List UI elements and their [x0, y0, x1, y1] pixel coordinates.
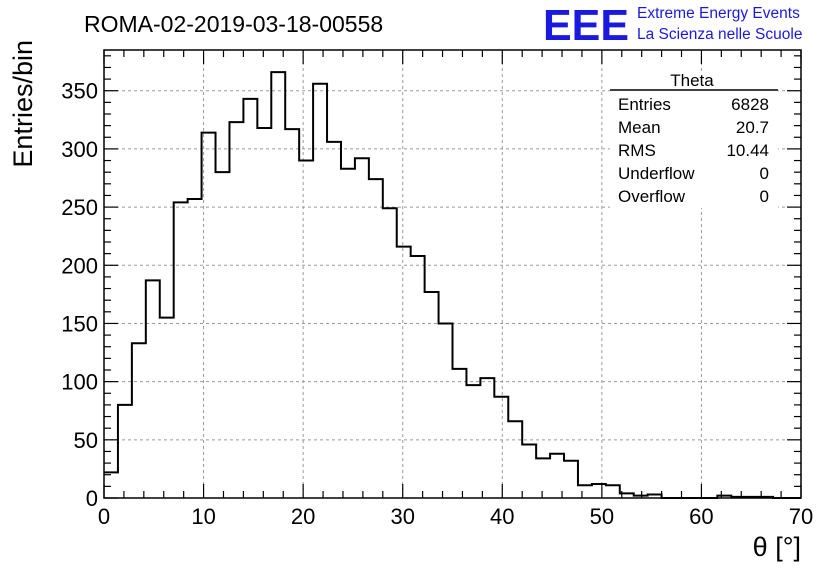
histogram-bin	[299, 161, 313, 498]
histogram-bin	[160, 318, 174, 498]
tick-labels: 0 10 20 30 40 50 60 70 0 50 100 150 200 250 300 350	[61, 79, 813, 529]
stats-box-background	[610, 72, 778, 208]
histogram-bin	[494, 397, 508, 498]
histogram-outline	[104, 71, 801, 499]
histogram-bin	[411, 256, 425, 498]
eee-logo: EEE Extreme Energy Events La Scienza nel…	[543, 1, 802, 50]
histogram-bin	[453, 369, 467, 498]
chart-title: ROMA-02-2019-03-18-00558	[84, 11, 383, 37]
x-tick-label: 20	[291, 504, 315, 529]
stats-value: 10.44	[726, 141, 769, 160]
y-tick-label: 300	[61, 137, 98, 162]
y-tick-label: 150	[61, 311, 98, 336]
histogram-bin	[327, 142, 341, 498]
stats-label: Overflow	[618, 187, 686, 206]
y-tick-label: 200	[61, 253, 98, 278]
histogram-bin	[369, 179, 383, 498]
histogram-bin	[383, 208, 397, 498]
histogram-bin	[578, 485, 592, 498]
histogram-bin	[536, 458, 550, 498]
stats-label: Mean	[618, 118, 661, 137]
stats-box-title: Theta	[670, 71, 714, 90]
x-tick-label: 50	[590, 504, 614, 529]
histogram-bin	[174, 202, 188, 498]
histogram-bin	[271, 72, 285, 498]
histogram-bin	[229, 122, 243, 498]
stats-label: Underflow	[618, 164, 695, 183]
histogram-bin	[118, 405, 132, 498]
y-tick-label: 50	[74, 428, 98, 453]
histogram-bin	[243, 99, 257, 498]
histogram-bin	[257, 128, 271, 498]
stats-label: RMS	[618, 141, 656, 160]
x-axis-label: θ [°]	[753, 532, 801, 562]
histogram-bin	[606, 485, 620, 498]
histogram-bin	[480, 378, 494, 498]
histogram-bin	[132, 343, 146, 498]
stats-value: 6828	[731, 95, 769, 114]
histogram-series	[104, 71, 801, 499]
eee-logo-mark: EEE	[543, 1, 629, 50]
stats-value: 0	[760, 187, 769, 206]
histogram-bin	[397, 247, 411, 498]
y-tick-label: 350	[61, 79, 98, 104]
stats-box: Theta Entries 6828 Mean 20.7 RMS 10.44 Underfl…	[610, 71, 778, 208]
histogram-bin	[522, 444, 536, 498]
stats-value: 0	[760, 164, 769, 183]
histogram-bin	[592, 484, 606, 498]
stats-box-rows: Entries 6828 Mean 20.7 RMS 10.44 Underflow 0 Ove…	[618, 95, 769, 206]
x-tick-label: 60	[689, 504, 713, 529]
x-tick-label: 30	[390, 504, 414, 529]
histogram-bin	[355, 158, 369, 498]
x-tick-label: 70	[789, 504, 813, 529]
y-axis-label: Entries/bin	[8, 40, 38, 168]
histogram-bin	[564, 461, 578, 498]
histogram-bin	[216, 172, 230, 498]
histogram-bin	[341, 169, 355, 498]
y-tick-label: 100	[61, 370, 98, 395]
stats-label: Entries	[618, 95, 671, 114]
histogram-bin	[313, 84, 327, 498]
histogram-bin	[188, 199, 202, 498]
histogram-bin	[508, 421, 522, 498]
x-tick-label: 10	[191, 504, 215, 529]
y-tick-label: 0	[86, 486, 98, 511]
x-tick-label: 40	[490, 504, 514, 529]
histogram-bin	[146, 280, 160, 498]
histogram-bin	[425, 292, 439, 498]
plot-frame	[103, 49, 802, 499]
histogram-bin	[104, 472, 118, 498]
stats-value: 20.7	[736, 118, 769, 137]
eee-logo-line2: La Scienza nelle Scuole	[637, 26, 802, 43]
y-tick-label: 250	[61, 195, 98, 220]
histogram-bin	[285, 129, 299, 498]
x-tick-label: 0	[98, 504, 110, 529]
axes	[103, 49, 802, 499]
histogram-bin	[439, 323, 453, 498]
histogram-bin	[466, 385, 480, 498]
eee-logo-line1: Extreme Energy Events	[637, 5, 800, 22]
